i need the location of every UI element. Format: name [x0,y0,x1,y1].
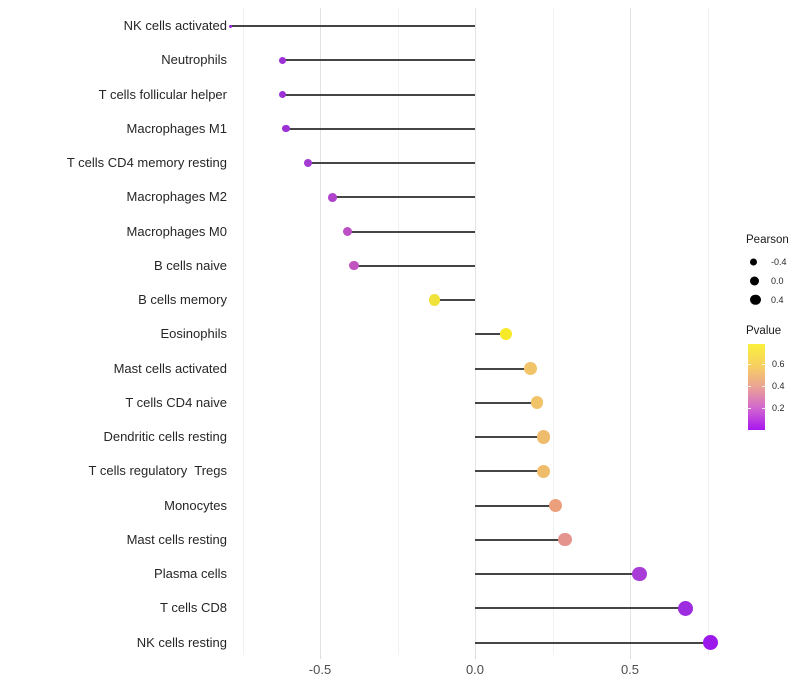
category-label: T cells CD8 [160,600,227,616]
lollipop-stem [434,299,475,301]
pearson-legend-label: 0.0 [771,275,784,286]
category-label: T cells follicular helper [98,86,227,102]
gridline [397,8,399,655]
category-label: Macrophages M1 [126,120,227,136]
gridline [320,8,321,655]
gridline [475,8,476,655]
lollipop-point [536,464,550,478]
lollipop-stem [230,25,475,27]
x-tick-label: -0.5 [308,662,332,677]
category-label: Macrophages M2 [126,189,227,205]
pearson-legend-item: 0.0 [746,271,800,290]
colorbar-tick [762,407,765,409]
category-label: T cells CD4 naive [125,394,227,410]
lollipop-point [282,125,290,133]
lollipop-stem [332,196,475,199]
x-tick-mark [630,655,631,659]
pvalue-color-legend: Pvalue 0.6 0.4 0.2 [746,325,800,430]
gridline [552,8,554,655]
lollipop-stem [282,59,475,62]
lollipop-stem [475,641,711,644]
x-tick-mark [475,655,476,659]
colorbar-tick [762,385,765,387]
category-label: T cells CD4 memory resting [66,155,227,170]
lollipop-stem [475,436,544,438]
lollipop-point [349,261,359,271]
lollipop-point [524,362,538,375]
pearson-legend-item: -0.4 [746,252,800,271]
gridline [242,8,244,655]
pvalue-colorbar [748,344,765,430]
lollipop-stem [282,93,475,96]
category-label: NK cells resting [136,634,227,650]
category-label: T cells regulatory Tregs [88,463,227,479]
colorbar-tick [748,407,751,409]
pearson-legend-items: -0.4 0.0 0.4 [746,252,800,309]
lollipop-stem [347,230,475,233]
lollipop-stem [475,401,537,404]
pearson-legend-label: -0.4 [771,256,787,267]
colorbar-tick [748,363,751,365]
category-label: Plasma cells [154,566,227,581]
colorbar-tick-label: 0.4 [772,380,785,391]
colorbar-tick [762,363,765,365]
pearson-legend-item: 0.4 [746,290,800,309]
lollipop-stem [475,504,556,507]
lollipop-stem [475,367,531,370]
x-tick-label: 0.0 [465,662,485,677]
category-label: Macrophages M0 [126,223,227,239]
colorbar-tick [748,385,751,387]
category-label: Monocytes [164,497,227,513]
lollipop-point [678,600,694,616]
lollipop-point [558,533,572,547]
lollipop-point [702,634,719,651]
lollipop-stem [475,607,686,610]
category-label: Mast cells activated [113,360,227,376]
lollipop-point [343,226,353,237]
category-label: Eosinophils [160,326,228,342]
pvalue-legend-title: Pvalue [746,325,782,337]
pearson-legend-dot-icon [750,258,757,265]
category-label: Dendritic cells resting [103,429,227,444]
lollipop-point [536,430,550,444]
lollipop-stem [354,264,475,267]
gridline [707,8,709,655]
category-label: Mast cells resting [126,531,227,547]
category-label: NK cells activated [123,18,227,33]
lollipop-point [303,158,312,167]
colorbar-tick-label: 0.2 [772,402,785,413]
category-label: Neutrophils [161,52,227,68]
pearson-size-legend: Pearson -0.4 0.0 0.4 [746,234,800,309]
lollipop-point [279,56,287,64]
pearson-legend-title: Pearson [746,234,789,246]
lollipop-point [328,192,337,202]
colorbar-tick-label: 0.6 [772,358,785,369]
category-label: B cells memory [138,292,227,307]
lollipop-point [429,294,441,306]
pearson-legend-label: 0.4 [771,294,784,305]
lollipop-point [499,328,513,341]
lollipop-point [228,24,232,28]
lollipop-point [530,396,544,410]
category-label: B cells naive [154,257,227,273]
lollipop-stem [475,470,544,473]
lollipop-stem [475,573,640,575]
lollipop-point [632,566,647,582]
lollipop-stem [285,127,475,130]
lollipop-point [279,90,287,99]
gridline [630,8,631,655]
x-tick-mark [320,655,321,659]
lollipop-stem [307,162,475,164]
lollipop-point [548,498,563,513]
lollipop-stem [475,333,506,336]
lollipop-stem [475,538,565,541]
pearson-legend-dot-icon [750,276,759,285]
x-tick-label: 0.5 [620,662,640,677]
pearson-legend-dot-icon [750,294,761,305]
